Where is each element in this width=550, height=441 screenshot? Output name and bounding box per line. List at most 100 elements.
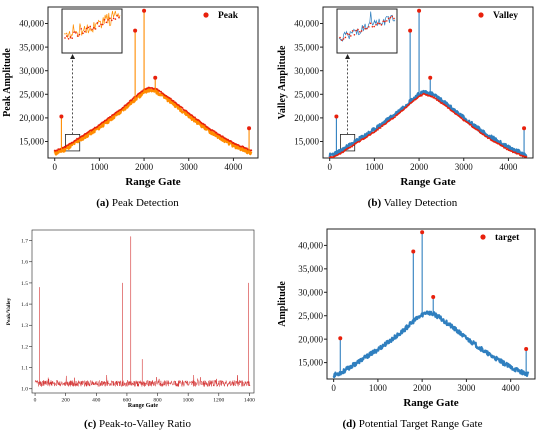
caption-potential-target: (d) Potential Target Range Gate [275, 418, 550, 430]
inset-marker [96, 22, 99, 24]
detection-marker [194, 116, 196, 119]
x-tick-label: 3000 [455, 162, 474, 172]
detection-marker [486, 135, 488, 138]
inset-marker [344, 36, 347, 39]
inset-marker [389, 16, 392, 19]
spike-marker-2 [133, 28, 138, 33]
spike-marker-1 [338, 336, 343, 341]
spike-marker-2 [411, 249, 416, 254]
inset-marker [89, 25, 91, 28]
inset-marker [82, 32, 84, 35]
x-axis-label: Range Gate [128, 403, 158, 409]
caption-letter: (a) [96, 197, 110, 209]
plot-area: 0 1000 2000 3000 4000 15,000 20,000 25,000 30,00… [277, 6, 534, 188]
detection-marker [230, 140, 233, 143]
inset-marker [359, 30, 361, 33]
caption-text: Valley Detection [383, 197, 458, 209]
y-tick-label: 1.2 [21, 344, 28, 350]
spike-marker-3 [417, 8, 422, 13]
y-tick-label: 1.4 [21, 302, 28, 308]
legend-marker [480, 234, 486, 240]
x-tick-label: 0 [34, 398, 37, 404]
detection-marker [181, 107, 184, 109]
detection-marker [504, 147, 507, 149]
inset-marker [107, 19, 109, 21]
spike-marker-4 [153, 75, 158, 80]
inset-marker [78, 33, 81, 36]
inset-marker [346, 32, 348, 35]
detection-marker [75, 139, 78, 141]
detection-marker [110, 116, 112, 118]
caption-peak-to-valley-ratio: (c) Peak-to-Valley Ratio [0, 418, 275, 430]
spike-marker-1 [59, 114, 64, 119]
chart-valley-detection: 0 1000 2000 3000 4000 15,000 20,000 25,000 30,00… [277, 6, 534, 188]
x-tick-label: 200 [62, 398, 71, 404]
detection-marker [402, 108, 405, 111]
detection-marker [56, 149, 59, 152]
inset-marker [357, 28, 359, 31]
inset-marker [64, 37, 66, 39]
inset-marker [341, 39, 343, 41]
inset-marker [112, 17, 115, 20]
x-tick-label: 4000 [499, 162, 518, 172]
inset-marker [355, 29, 357, 32]
series-line [53, 87, 253, 156]
inset-marker [87, 26, 90, 29]
detection-marker [408, 103, 411, 106]
zoom-arrow-head [70, 54, 76, 59]
x-tick-label: 4000 [502, 383, 520, 393]
chart-potential-target: 0 1000 2000 3000 4000 15,000 20,000 25,000 30,00… [277, 228, 536, 409]
axes-frame [322, 6, 534, 159]
detection-marker [525, 155, 528, 158]
detection-marker [178, 104, 180, 107]
inset-marker [348, 33, 350, 36]
inset-marker [109, 17, 111, 20]
y-tick-label: 25,000 [294, 89, 319, 99]
inset-marker [380, 24, 383, 26]
chart-peak-detection: 0 1000 2000 3000 4000 15,000 20,000 25,000 30,00… [2, 6, 259, 188]
inset-marker [75, 32, 77, 34]
detection-marker [420, 94, 423, 97]
detection-marker [136, 94, 138, 97]
detection-marker [435, 97, 437, 100]
inset-frame [336, 8, 398, 54]
data-layer [34, 236, 251, 388]
inset-marker [377, 22, 379, 24]
detection-marker [250, 149, 253, 152]
panel-peak-detection: 0 1000 2000 3000 4000 15,000 20,000 25,000 30,00… [0, 0, 275, 220]
plot-area: 0 1000 2000 3000 4000 15,000 20,000 25,000 30,00… [2, 6, 259, 188]
inset-marker [116, 15, 118, 17]
y-tick-label: 35,000 [19, 42, 44, 52]
inset-marker [353, 34, 356, 36]
x-tick-label: 1000 [183, 398, 194, 404]
detection-marker [448, 107, 451, 110]
panel-potential-target: 0 1000 2000 3000 4000 15,000 20,000 25,000 30,00… [275, 221, 550, 441]
zoom-arrow-head [345, 54, 351, 59]
inset-marker [102, 23, 104, 26]
detection-marker [96, 125, 99, 128]
inset-marker [382, 20, 384, 23]
x-tick-label: 1400 [244, 398, 255, 404]
y-tick-label: 35,000 [294, 42, 319, 52]
series-line [34, 375, 251, 388]
x-tick-label: 0 [331, 383, 336, 393]
y-tick-label: 1.7 [21, 239, 28, 245]
inset-marker [360, 30, 363, 32]
detection-marker [130, 99, 133, 102]
data-layer [328, 8, 528, 158]
inset-marker [366, 27, 368, 30]
inset-marker [362, 26, 365, 28]
inset-marker [342, 38, 345, 40]
detection-marker [478, 129, 480, 132]
y-tick-label: 1.1 [21, 366, 28, 372]
legend-label: target [495, 233, 520, 243]
y-tick-label: 1.6 [21, 260, 28, 266]
x-tick-label: 2000 [413, 383, 432, 393]
detection-marker [203, 123, 206, 126]
caption-letter: (b) [367, 197, 382, 209]
x-tick-label: 0 [327, 162, 332, 172]
detection-marker [394, 116, 396, 119]
inset-marker [73, 31, 75, 33]
spike-marker-4 [428, 75, 433, 80]
detection-marker [215, 131, 218, 134]
